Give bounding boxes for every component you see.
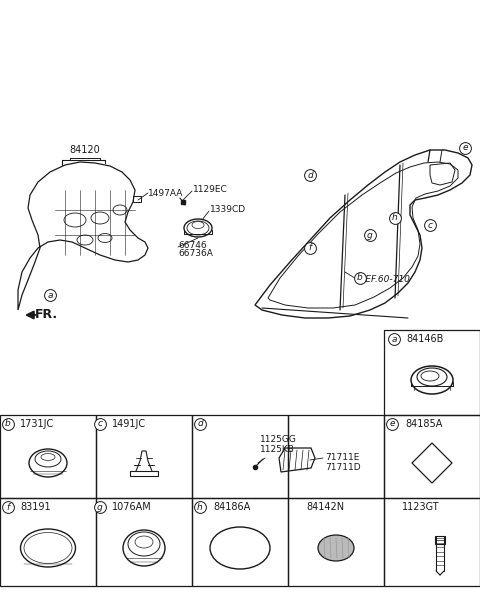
Text: 1731JC: 1731JC [20, 419, 54, 429]
Text: 84120: 84120 [70, 145, 100, 155]
Bar [96, 415, 192, 498]
Text: b: b [5, 420, 11, 429]
Bar [384, 498, 480, 586]
Text: d: d [197, 420, 203, 429]
Text: 1076AM: 1076AM [112, 502, 152, 512]
Text: 84185A: 84185A [405, 419, 443, 429]
Text: 83191: 83191 [20, 502, 50, 512]
Text: 1339CD: 1339CD [210, 206, 246, 215]
Text: d: d [307, 170, 313, 179]
Text: 84142N: 84142N [306, 502, 344, 512]
Text: h: h [392, 213, 398, 222]
Text: 1123GT: 1123GT [402, 502, 440, 512]
Bar [192, 498, 288, 586]
Bar [384, 415, 480, 498]
Bar [288, 415, 384, 498]
Text: g: g [97, 502, 103, 511]
Text: 84146B: 84146B [406, 334, 444, 344]
Text: g: g [367, 231, 373, 240]
Bar [384, 330, 480, 415]
Text: h: h [197, 502, 203, 511]
Text: FR.: FR. [35, 309, 58, 321]
Text: 71711E: 71711E [325, 452, 360, 461]
Bar [192, 415, 288, 498]
Text: 1125KB: 1125KB [260, 445, 295, 455]
Text: 1497AA: 1497AA [148, 188, 183, 197]
Text: b: b [357, 274, 363, 283]
Text: 1125GG: 1125GG [260, 436, 297, 445]
Text: 71711D: 71711D [325, 462, 360, 471]
Text: REF.60-710: REF.60-710 [360, 275, 411, 284]
Bar [130, 471, 158, 476]
Text: e: e [462, 144, 468, 153]
Text: 84186A: 84186A [213, 502, 250, 512]
Text: 1491JC: 1491JC [112, 419, 146, 429]
Bar [133, 196, 141, 202]
Text: f: f [309, 244, 312, 253]
Text: 1129EC: 1129EC [193, 185, 228, 194]
Text: a: a [47, 290, 53, 300]
Text: c: c [428, 221, 432, 229]
Ellipse shape [318, 535, 354, 561]
Bar [288, 498, 384, 586]
Bar [96, 498, 192, 586]
Bar [0, 415, 96, 498]
Text: 66736A: 66736A [178, 250, 213, 259]
Text: a: a [391, 334, 397, 343]
Text: c: c [97, 420, 103, 429]
Text: 66746: 66746 [178, 241, 206, 250]
Text: f: f [6, 502, 10, 511]
Text: e: e [389, 420, 395, 429]
Bar [0, 498, 96, 586]
